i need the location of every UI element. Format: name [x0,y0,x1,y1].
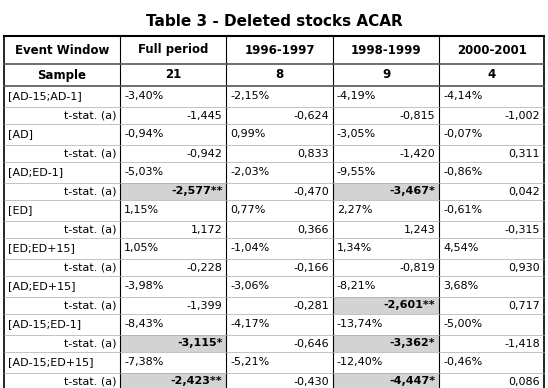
Text: -1,418: -1,418 [504,338,540,348]
Text: -2,601**: -2,601** [384,300,435,310]
Text: -0,624: -0,624 [293,111,329,121]
Text: -0,86%: -0,86% [443,168,482,177]
Text: -13,74%: -13,74% [337,319,383,329]
Text: -0,942: -0,942 [187,149,222,159]
Text: -2,03%: -2,03% [231,168,270,177]
Bar [120,335,226,352]
Text: -0,815: -0,815 [399,111,435,121]
Text: -1,04%: -1,04% [231,244,270,253]
Text: 0,99%: 0,99% [231,130,266,140]
Text: Full period: Full period [138,43,208,57]
Text: t-stat. (a): t-stat. (a) [64,300,116,310]
Text: 4,54%: 4,54% [443,244,478,253]
Text: -0,228: -0,228 [187,263,222,272]
Bar [333,335,439,352]
Text: t-stat. (a): t-stat. (a) [64,111,116,121]
Text: t-stat. (a): t-stat. (a) [64,149,116,159]
Text: [ED;ED+15]: [ED;ED+15] [8,244,75,253]
Text: -0,166: -0,166 [293,263,329,272]
Text: [AD-15;ED-1]: [AD-15;ED-1] [8,319,81,329]
Text: 0,717: 0,717 [508,300,540,310]
Text: -2,15%: -2,15% [231,92,270,102]
Text: -4,19%: -4,19% [337,92,376,102]
Text: 21: 21 [165,69,181,81]
Text: 1,05%: 1,05% [124,244,159,253]
Text: -3,06%: -3,06% [231,282,270,291]
Text: -1,445: -1,445 [187,111,222,121]
Text: 3,68%: 3,68% [443,282,478,291]
Text: 0,086: 0,086 [509,376,540,386]
Text: t-stat. (a): t-stat. (a) [64,376,116,386]
Text: 8: 8 [276,69,284,81]
Text: -3,115*: -3,115* [177,338,222,348]
Text: -5,00%: -5,00% [443,319,482,329]
Bar [333,297,439,314]
Text: 1,34%: 1,34% [337,244,372,253]
Text: -0,46%: -0,46% [443,357,482,367]
Text: -3,467*: -3,467* [390,187,435,196]
Text: -0,281: -0,281 [293,300,329,310]
Text: -1,399: -1,399 [187,300,222,310]
Text: 0,77%: 0,77% [231,206,266,215]
Text: Sample: Sample [38,69,87,81]
Text: -5,03%: -5,03% [124,168,163,177]
Text: 1,243: 1,243 [403,225,435,234]
Text: -0,07%: -0,07% [443,130,482,140]
Text: 0,833: 0,833 [297,149,329,159]
Bar [333,373,439,388]
Text: -2,423**: -2,423** [171,376,222,386]
Text: -9,55%: -9,55% [337,168,376,177]
Text: t-stat. (a): t-stat. (a) [64,338,116,348]
Text: -0,315: -0,315 [505,225,540,234]
Bar [120,373,226,388]
Text: -0,646: -0,646 [293,338,329,348]
Text: -8,21%: -8,21% [337,282,376,291]
Text: 1,15%: 1,15% [124,206,159,215]
Text: 0,311: 0,311 [509,149,540,159]
Bar [120,183,226,200]
Text: 1998-1999: 1998-1999 [351,43,421,57]
Text: [ED]: [ED] [8,206,32,215]
Text: Table 3 - Deleted stocks ACAR: Table 3 - Deleted stocks ACAR [146,14,402,29]
Text: Event Window: Event Window [15,43,109,57]
Text: 0,042: 0,042 [508,187,540,196]
Text: 1,172: 1,172 [191,225,222,234]
Text: [AD;ED-1]: [AD;ED-1] [8,168,63,177]
Text: -8,43%: -8,43% [124,319,163,329]
Text: -0,470: -0,470 [293,187,329,196]
Text: 0,366: 0,366 [298,225,329,234]
Text: 4: 4 [488,69,496,81]
Text: -3,40%: -3,40% [124,92,163,102]
Text: [AD;ED+15]: [AD;ED+15] [8,282,76,291]
Text: -0,819: -0,819 [399,263,435,272]
Text: [AD-15;ED+15]: [AD-15;ED+15] [8,357,94,367]
Text: t-stat. (a): t-stat. (a) [64,263,116,272]
Text: -7,38%: -7,38% [124,357,163,367]
Text: -3,05%: -3,05% [337,130,376,140]
Text: -4,17%: -4,17% [231,319,270,329]
Text: -3,362*: -3,362* [390,338,435,348]
Text: [AD-15;AD-1]: [AD-15;AD-1] [8,92,82,102]
Text: -3,98%: -3,98% [124,282,163,291]
Text: -0,430: -0,430 [293,376,329,386]
Bar [333,183,439,200]
Text: [AD]: [AD] [8,130,33,140]
Text: t-stat. (a): t-stat. (a) [64,187,116,196]
Text: 1996-1997: 1996-1997 [244,43,315,57]
Text: -5,21%: -5,21% [231,357,270,367]
Text: -4,14%: -4,14% [443,92,483,102]
Text: 9: 9 [382,69,390,81]
Text: 2,27%: 2,27% [337,206,372,215]
Text: -1,420: -1,420 [399,149,435,159]
Text: t-stat. (a): t-stat. (a) [64,225,116,234]
Text: -4,447*: -4,447* [389,376,435,386]
Text: -12,40%: -12,40% [337,357,383,367]
Text: -0,61%: -0,61% [443,206,482,215]
Text: -2,577**: -2,577** [171,187,222,196]
Text: 2000-2001: 2000-2001 [456,43,527,57]
Text: -0,94%: -0,94% [124,130,163,140]
Text: 0,930: 0,930 [509,263,540,272]
Text: -1,002: -1,002 [504,111,540,121]
